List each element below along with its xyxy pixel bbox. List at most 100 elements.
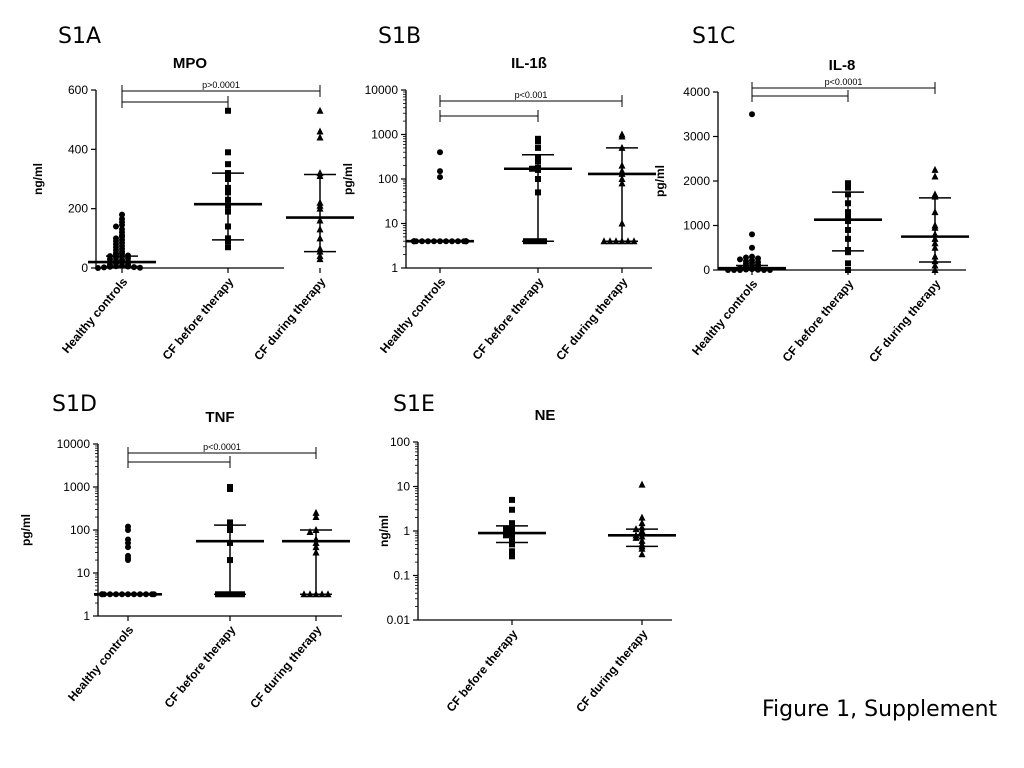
panel-label-s1d: S1D bbox=[52, 392, 97, 417]
data-point-cf-during-therapy bbox=[638, 550, 646, 558]
y-tick-label: 10000 bbox=[365, 83, 399, 97]
y-tick-label: 1 bbox=[391, 261, 398, 275]
y-axis-label: ng/ml bbox=[377, 515, 391, 547]
y-tick-label: 1 bbox=[83, 609, 90, 623]
data-point-cf-before-therapy bbox=[845, 260, 851, 267]
y-tick-label: 0.01 bbox=[387, 613, 411, 627]
y-tick-label: 600 bbox=[68, 83, 88, 97]
y-tick-label: 100 bbox=[390, 435, 410, 449]
data-point-cf-during-therapy bbox=[638, 544, 646, 552]
data-point-cf-before-therapy bbox=[845, 249, 851, 256]
p-value-label: p<0.001 bbox=[515, 90, 548, 100]
data-point-cf-during-therapy bbox=[632, 533, 640, 541]
data-point-healthy-controls bbox=[95, 265, 101, 271]
y-tick-label: 2000 bbox=[683, 174, 710, 188]
y-tick-label: 10000 bbox=[57, 437, 91, 451]
data-point-healthy-controls bbox=[125, 544, 131, 551]
data-point-cf-before-therapy bbox=[535, 144, 541, 151]
data-point-cf-before-therapy bbox=[225, 244, 231, 251]
panel-label-s1c: S1C bbox=[692, 24, 736, 49]
data-point-cf-during-therapy bbox=[316, 133, 324, 141]
data-point-cf-during-therapy bbox=[618, 132, 626, 140]
y-tick-label: 200 bbox=[68, 202, 88, 216]
data-point-cf-during-therapy bbox=[600, 237, 608, 245]
x-category-label: CF during therapy bbox=[573, 627, 650, 715]
data-point-healthy-controls bbox=[749, 231, 755, 238]
data-point-cf-before-therapy bbox=[503, 526, 509, 533]
y-tick-label: 1 bbox=[403, 524, 410, 538]
y-tick-label: 3000 bbox=[683, 130, 710, 144]
data-point-healthy-controls bbox=[125, 539, 131, 546]
data-point-cf-during-therapy bbox=[931, 172, 939, 180]
data-point-cf-before-therapy bbox=[509, 553, 515, 560]
data-point-cf-before-therapy bbox=[503, 532, 509, 539]
data-point-cf-during-therapy bbox=[306, 527, 314, 535]
data-point-cf-during-therapy bbox=[316, 255, 324, 263]
data-point-cf-during-therapy bbox=[931, 266, 939, 273]
y-tick-label: 1000 bbox=[371, 128, 398, 142]
data-point-cf-before-therapy bbox=[225, 107, 231, 114]
y-tick-label: 10 bbox=[77, 566, 91, 580]
y-axis-label: pg/ml bbox=[653, 165, 667, 197]
data-point-cf-during-therapy bbox=[638, 519, 646, 527]
chart-title: IL-1ß bbox=[511, 55, 547, 72]
data-point-cf-during-therapy bbox=[931, 165, 939, 173]
data-point-healthy-controls bbox=[137, 264, 143, 271]
chart-title: IL-8 bbox=[829, 57, 856, 74]
p-value-label: p<0.0001 bbox=[825, 77, 863, 87]
y-tick-label: 0 bbox=[81, 261, 88, 275]
data-point-cf-during-therapy bbox=[638, 480, 646, 488]
chart-title: TNF bbox=[205, 409, 234, 426]
data-point-cf-before-therapy bbox=[509, 548, 515, 555]
data-point-healthy-controls bbox=[749, 111, 755, 118]
data-point-cf-before-therapy bbox=[227, 485, 233, 492]
y-tick-label: 100 bbox=[70, 523, 90, 537]
p-value-label: p<0.0001 bbox=[203, 442, 241, 452]
y-tick-label: 10 bbox=[397, 480, 411, 494]
panel-label-s1b: S1B bbox=[378, 24, 422, 49]
y-tick-label: 1000 bbox=[683, 219, 710, 233]
data-point-healthy-controls bbox=[437, 168, 443, 175]
data-point-cf-before-therapy bbox=[225, 161, 231, 168]
data-point-healthy-controls bbox=[119, 211, 125, 218]
data-point-cf-before-therapy bbox=[509, 496, 515, 503]
data-point-healthy-controls bbox=[125, 527, 131, 533]
chart-title: MPO bbox=[173, 55, 208, 72]
y-axis-label: pg/ml bbox=[341, 163, 355, 195]
data-point-cf-before-therapy bbox=[845, 267, 851, 273]
y-tick-label: 0.1 bbox=[393, 569, 410, 583]
data-point-cf-before-therapy bbox=[509, 541, 515, 548]
y-axis-label: pg/ml bbox=[19, 514, 33, 546]
data-point-cf-before-therapy bbox=[225, 238, 231, 245]
y-tick-label: 4000 bbox=[683, 85, 710, 99]
data-point-cf-before-therapy bbox=[535, 138, 541, 145]
data-point-healthy-controls bbox=[113, 223, 119, 230]
data-point-cf-during-therapy bbox=[931, 261, 939, 269]
y-axis-label: ng/ml bbox=[31, 163, 45, 195]
x-category-label: CF before therapy bbox=[444, 627, 521, 715]
data-point-healthy-controls bbox=[101, 264, 107, 271]
data-point-cf-during-therapy bbox=[638, 513, 646, 521]
data-point-healthy-controls bbox=[119, 221, 125, 228]
y-tick-label: 100 bbox=[378, 172, 398, 186]
figure-caption: Figure 1, Supplement bbox=[762, 697, 998, 722]
y-tick-label: 10 bbox=[385, 217, 399, 231]
data-point-cf-during-therapy bbox=[312, 508, 320, 516]
data-point-healthy-controls bbox=[125, 557, 131, 564]
data-point-cf-during-therapy bbox=[312, 513, 320, 521]
panel-label-s1e: S1E bbox=[393, 392, 435, 417]
y-tick-label: 400 bbox=[68, 142, 88, 156]
data-point-cf-before-therapy bbox=[509, 506, 515, 513]
data-point-cf-during-therapy bbox=[316, 106, 324, 114]
y-tick-label: 0 bbox=[703, 263, 710, 277]
data-point-cf-during-therapy bbox=[316, 127, 324, 135]
data-point-cf-before-therapy bbox=[845, 184, 851, 191]
data-point-healthy-controls bbox=[749, 244, 755, 251]
chart-title: NE bbox=[535, 407, 556, 424]
p-value-label: p>0.0001 bbox=[202, 80, 240, 90]
